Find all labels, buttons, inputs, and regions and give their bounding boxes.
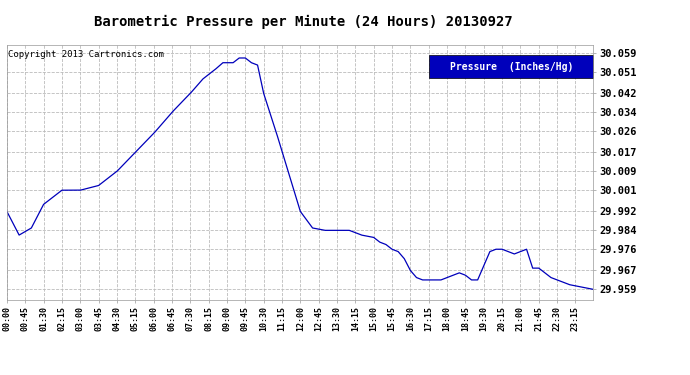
FancyBboxPatch shape bbox=[429, 55, 593, 78]
Text: Copyright 2013 Cartronics.com: Copyright 2013 Cartronics.com bbox=[8, 50, 164, 59]
Text: Barometric Pressure per Minute (24 Hours) 20130927: Barometric Pressure per Minute (24 Hours… bbox=[95, 15, 513, 29]
Text: Pressure  (Inches/Hg): Pressure (Inches/Hg) bbox=[450, 62, 573, 72]
